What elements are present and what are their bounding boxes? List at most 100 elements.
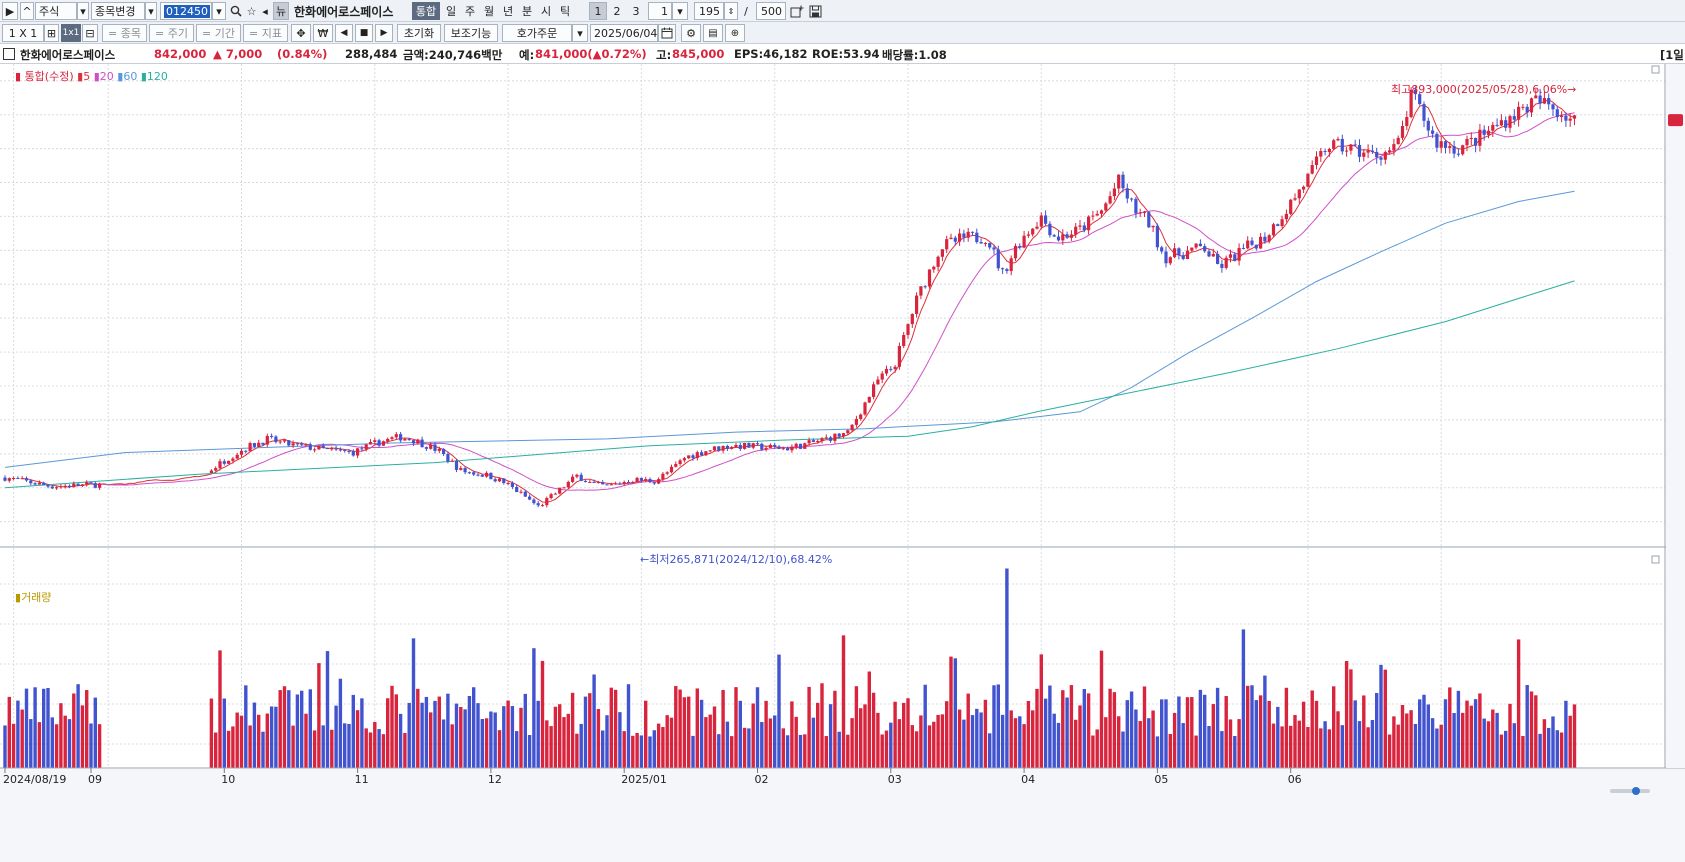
stop-icon[interactable]: ■: [355, 24, 373, 42]
volume-bar: [566, 713, 570, 768]
candle-body: [768, 444, 772, 448]
sync-range-button[interactable]: = 기간: [196, 24, 241, 42]
volume-bar: [1065, 697, 1069, 768]
candle-body: [239, 450, 244, 455]
market-type-select[interactable]: 주식: [35, 2, 77, 20]
info-volume: 288,484: [345, 47, 398, 61]
period-tab-year[interactable]: 년: [502, 5, 514, 18]
scroll-left-icon[interactable]: ◀: [335, 24, 353, 42]
period-tab-integrated[interactable]: 통합: [412, 2, 440, 20]
volume-bar: [269, 706, 274, 768]
single-layout-icon[interactable]: 1x1: [61, 24, 81, 42]
volume-bar: [312, 730, 317, 768]
sync-stock-button[interactable]: = 종목: [102, 24, 147, 42]
candle-body: [1125, 188, 1129, 199]
price-legend: ▮ 통합(수정) ▮5 ▮20 ▮60 ▮120: [15, 68, 168, 84]
period-tab-month[interactable]: 월: [483, 5, 495, 18]
stock-chart[interactable]: 2024/08/19 09 10 11 12 2025/01 02 03 04 05 06: [0, 64, 1685, 862]
candle-body: [893, 366, 897, 370]
volume-bar: [1370, 720, 1375, 768]
volume-bar: [1465, 700, 1469, 768]
change-stock-select[interactable]: 종목변경: [91, 2, 145, 20]
candle-body: [1121, 174, 1125, 189]
volume-bar: [1142, 686, 1147, 768]
scroll-right-icon[interactable]: ▶: [375, 24, 393, 42]
page-tab-1[interactable]: 1: [589, 2, 607, 20]
candle-body: [313, 449, 317, 451]
volume-bar: [859, 708, 863, 768]
volume-bar: [1207, 726, 1211, 768]
date-input[interactable]: 2025/06/04: [590, 24, 658, 42]
chart-grid: [0, 64, 1665, 768]
candle-body: [687, 455, 691, 459]
chart-labels: 2024/08/19 09 10 11 12 2025/01 02 03 04 05 06: [3, 768, 1302, 786]
period-tab-minute[interactable]: 분: [521, 5, 533, 18]
count-separator: /: [744, 4, 748, 18]
grid-layout-icon[interactable]: ⊞: [44, 24, 59, 42]
candle-body: [1551, 104, 1555, 110]
ma20-legend: ▮20: [93, 70, 114, 83]
total-input[interactable]: 500: [756, 2, 786, 20]
interval-dropdown-icon[interactable]: ▾: [672, 2, 688, 20]
volume-bar: [648, 736, 652, 768]
move-icon[interactable]: ✥: [291, 24, 311, 42]
volume-bar: [325, 651, 330, 768]
layout-select[interactable]: 1 X 1: [2, 24, 44, 42]
candle-body: [566, 481, 570, 488]
panel-toggle-icon[interactable]: ▶: [2, 2, 18, 20]
count-input[interactable]: 195: [694, 2, 724, 20]
search-icon[interactable]: [228, 2, 243, 20]
candle-body: [945, 239, 949, 250]
candle-body: [24, 478, 29, 481]
volume-bar: [695, 688, 699, 768]
won-icon[interactable]: ₩: [313, 24, 333, 42]
news-icon[interactable]: 뉴: [273, 2, 289, 20]
order-dropdown-icon[interactable]: ▾: [572, 24, 588, 42]
indicator-button[interactable]: 보조기능: [444, 24, 498, 42]
calendar-icon[interactable]: [658, 24, 676, 42]
period-tab-day[interactable]: 일: [445, 5, 457, 18]
volume-bar: [1215, 687, 1220, 768]
candle-body: [777, 446, 781, 450]
candle-body: [1224, 257, 1228, 268]
candle-body: [20, 478, 24, 480]
page-tab-2[interactable]: 2: [613, 4, 621, 18]
table-layout-icon[interactable]: ⊟: [82, 24, 98, 42]
reset-button[interactable]: 초기화: [397, 24, 441, 42]
settings-gear-icon[interactable]: ⚙: [681, 24, 701, 42]
market-dropdown-icon[interactable]: ▾: [77, 2, 89, 20]
add-window-icon[interactable]: [788, 2, 805, 20]
candle-body: [1357, 145, 1362, 157]
period-tab-tick[interactable]: 틱: [559, 5, 571, 18]
volume-bar: [734, 687, 738, 768]
stock-code-input[interactable]: 012450: [160, 2, 212, 20]
volume-bar: [1482, 718, 1486, 768]
volume-bar: [24, 688, 29, 768]
period-tab-hour[interactable]: 시: [540, 5, 552, 18]
sync-period-button[interactable]: = 주기: [149, 24, 194, 42]
save-icon[interactable]: [807, 2, 823, 20]
zoom-chart-icon[interactable]: ⊕: [725, 24, 745, 42]
star-icon[interactable]: ☆: [246, 4, 257, 18]
moving-average-lines: [4, 99, 1575, 503]
change-dropdown-icon[interactable]: ▾: [145, 2, 157, 20]
count-spinner-icon[interactable]: ⇕: [724, 2, 738, 20]
volume-bar: [523, 693, 527, 768]
code-dropdown-icon[interactable]: ▾: [212, 2, 226, 20]
indicator-list-icon[interactable]: ▤: [703, 24, 723, 42]
quote-order-button[interactable]: 호가주문: [502, 24, 572, 42]
chart-toolbar: 1 X 1 ⊞ 1x1 ⊟ = 종목 = 주기 = 기간 = 지표 ✥ ₩ ◀ …: [0, 22, 1685, 44]
prev-arrow-icon[interactable]: ◂: [262, 4, 268, 18]
candle-body: [1405, 116, 1409, 127]
sync-indicator-button[interactable]: = 지표: [243, 24, 288, 42]
volume-bar: [906, 698, 910, 768]
volume-bar: [760, 722, 764, 768]
chevron-up-icon[interactable]: ^: [20, 2, 34, 20]
volume-bar: [1026, 700, 1031, 768]
interval-input[interactable]: 1: [648, 2, 672, 20]
period-tab-week[interactable]: 주: [464, 5, 476, 18]
compare-checkbox[interactable]: [3, 48, 15, 60]
page-tab-3[interactable]: 3: [632, 4, 640, 18]
candle-body: [519, 491, 523, 493]
candle-body: [257, 442, 261, 447]
